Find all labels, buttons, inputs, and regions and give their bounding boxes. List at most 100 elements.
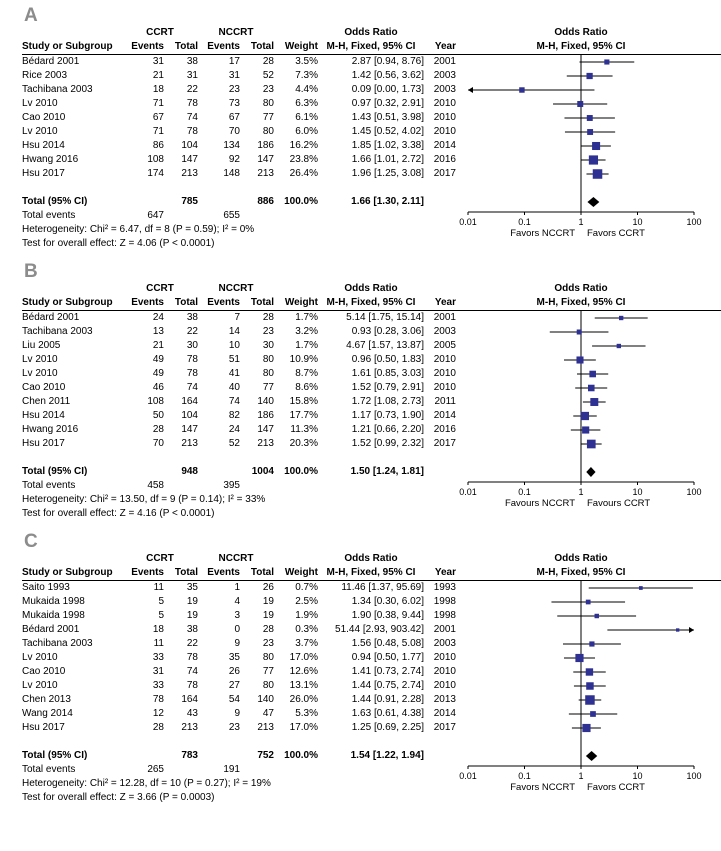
- study-name: Mukaida 1998: [22, 610, 85, 621]
- data-table: Bédard 2001 24 38 7 28 1.7% 5.14 [1.75, 15.14]…: [22, 311, 456, 521]
- axis-tick-label: 0.1: [518, 487, 531, 497]
- or-square-marker: [589, 641, 595, 647]
- forest-plot-A: 0.01 0.1 1 10 100 Favors NCCRT Favors CCRT: [459, 55, 702, 239]
- ccrt-events: 70: [152, 438, 164, 449]
- axis-tick-label: 0.01: [459, 487, 477, 497]
- nccrt-total: 28: [262, 56, 274, 67]
- nccrt-total: 26: [262, 582, 274, 593]
- axis-tick-label: 1: [578, 771, 583, 781]
- or-ci-value: 1.90 [0.38, 9.44]: [351, 610, 424, 621]
- nccrt-events: 40: [228, 382, 240, 393]
- axis-tick-label: 10: [632, 487, 642, 497]
- study-row: Hwang 2016 28 147 24 147 11.3% 1.21 [0.66, 2.2…: [22, 423, 456, 437]
- ccrt-events: 71: [152, 126, 164, 137]
- or-ci-value: 1.43 [0.51, 3.98]: [351, 112, 424, 123]
- study-row: Chen 2011 108 164 74 140 15.8% 1.72 [1.08, 2.7…: [22, 395, 456, 409]
- plot-header: Odds Ratio M-H, Fixed, 95% CI: [456, 282, 706, 310]
- or-square-marker: [587, 384, 595, 392]
- total-nccrt: 752: [257, 750, 274, 761]
- panel-label: B: [24, 261, 38, 282]
- or-square-marker: [586, 72, 593, 80]
- total-ccrt: 948: [181, 466, 198, 477]
- nccrt-events: 26: [228, 666, 240, 677]
- or-ci-value: 1.56 [0.48, 5.08]: [351, 638, 424, 649]
- overall-effect-text: Test for overall effect: Z = 3.66 (P = 0…: [22, 792, 215, 803]
- axis-tick-label: 100: [686, 487, 701, 497]
- study-name: Hwang 2016: [22, 424, 79, 435]
- total-events-nccrt: 655: [223, 210, 240, 221]
- study-name: Lv 2010: [22, 368, 58, 379]
- year-value: 2017: [433, 722, 456, 733]
- ccrt-total: 164: [181, 396, 198, 407]
- or-ci-value: 1.52 [0.99, 2.32]: [351, 438, 424, 449]
- nccrt-events: 54: [228, 694, 240, 705]
- mh-ci-header: M-H, Fixed, 95% CI: [326, 297, 416, 308]
- events-header: Events: [131, 297, 164, 308]
- ccrt-total: 22: [186, 84, 198, 95]
- nccrt-total: 80: [262, 368, 274, 379]
- events-header: Events: [207, 567, 240, 578]
- nccrt-total: 140: [257, 694, 274, 705]
- favors-right-label: Favors CCRT: [587, 782, 645, 793]
- ccrt-total: 30: [186, 340, 198, 351]
- or-ci-value: 1.45 [0.52, 4.02]: [351, 126, 424, 137]
- mh-ci-header: M-H, Fixed, 95% CI: [326, 41, 416, 52]
- year-value: 2014: [433, 708, 456, 719]
- nccrt-events: 74: [228, 396, 240, 407]
- nccrt-total: 147: [257, 424, 274, 435]
- nccrt-total: 52: [262, 70, 274, 81]
- panel-label: A: [24, 5, 38, 26]
- total-nccrt: 886: [257, 196, 274, 207]
- total-events-label: Total events: [22, 210, 76, 221]
- weight-value: 23.8%: [289, 154, 318, 165]
- weight-value: 12.6%: [289, 666, 318, 677]
- study-row: Liu 2005 21 30 10 30 1.7% 4.67 [1.57, 13.87] 20…: [22, 339, 456, 353]
- weight-value: 6.3%: [295, 98, 318, 109]
- study-col-spacer: [22, 282, 122, 296]
- nccrt-total: 77: [262, 382, 274, 393]
- overall-effect-text: Test for overall effect: Z = 4.06 (P < 0…: [22, 238, 215, 249]
- nccrt-total: 30: [262, 340, 274, 351]
- nccrt-events: 148: [223, 168, 240, 179]
- study-name: Tachibana 2003: [22, 326, 93, 337]
- axis-tick-label: 10: [632, 217, 642, 227]
- panel-body: Saito 1993 11 35 1 26 0.7% 11.46 [1.37, 95.69]…: [22, 581, 721, 805]
- or-square-marker: [585, 599, 591, 605]
- or-ci-value: 1.66 [1.01, 2.72]: [351, 154, 424, 165]
- data-table: Bédard 2001 31 38 17 28 3.5% 2.87 [0.94, 8.76]…: [22, 55, 456, 251]
- nccrt-total: 186: [257, 140, 274, 151]
- year-value: 2016: [433, 154, 456, 165]
- ccrt-total: 74: [186, 382, 198, 393]
- study-header: Study or Subgroup: [22, 41, 113, 52]
- year-value: 2010: [433, 354, 456, 365]
- study-name: Bédard 2001: [22, 624, 80, 635]
- axis-tick-label: 0.1: [518, 771, 531, 781]
- total-events-nccrt: 395: [223, 480, 240, 491]
- year-value: 2001: [433, 56, 456, 67]
- weight-value: 0.7%: [295, 582, 318, 593]
- column-header-row: Study or Subgroup Events Total Events Total W…: [22, 40, 456, 54]
- or-square-marker: [576, 356, 584, 364]
- ccrt-total: 164: [181, 694, 198, 705]
- or-ci-value: 11.46 [1.37, 95.69]: [341, 582, 424, 593]
- total-ccrt: 785: [181, 196, 198, 207]
- axis-tick-label: 0.1: [518, 217, 531, 227]
- nccrt-events: 14: [228, 326, 240, 337]
- heterogeneity-text: Heterogeneity: Chi² = 6.47, df = 8 (P = …: [22, 224, 255, 235]
- ccrt-total: 213: [181, 168, 198, 179]
- axis-tick-label: 10: [632, 771, 642, 781]
- group-header-nccrt: NCCRT: [218, 553, 254, 564]
- nccrt-events: 10: [228, 340, 240, 351]
- mh-ci-header: M-H, Fixed, 95% CI: [326, 567, 416, 578]
- table-header: CCRT NCCRT Odds Ratio Study or Subgroup Even…: [22, 26, 456, 54]
- panel-body: Bédard 2001 31 38 17 28 3.5% 2.87 [0.94, 8.76]…: [22, 55, 721, 251]
- total-events-label: Total events: [22, 764, 76, 775]
- odds-ratio-header: Odds Ratio: [344, 283, 398, 294]
- study-name: Lv 2010: [22, 652, 58, 663]
- or-ci-value: 0.97 [0.32, 2.91]: [351, 98, 424, 109]
- study-row: Lv 2010 71 78 73 80 6.3% 0.97 [0.32, 2.91] 2010: [22, 97, 456, 111]
- nccrt-total: 77: [262, 112, 274, 123]
- events-header: Events: [207, 41, 240, 52]
- weight-value: 3.2%: [295, 326, 318, 337]
- nccrt-total: 23: [262, 84, 274, 95]
